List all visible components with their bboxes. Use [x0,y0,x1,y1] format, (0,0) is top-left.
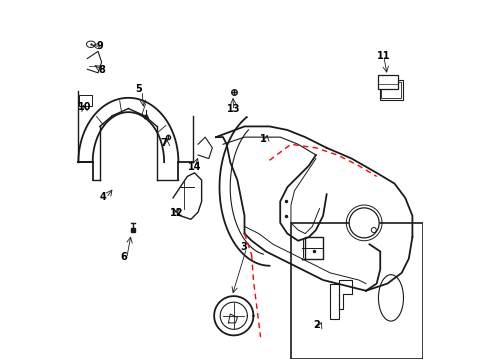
Text: 7: 7 [160,138,167,148]
Text: 13: 13 [227,104,241,114]
Text: 11: 11 [377,50,390,60]
Bar [290,223,422,359]
FancyBboxPatch shape [378,75,397,89]
Circle shape [348,208,378,238]
FancyBboxPatch shape [381,82,400,98]
Text: 9: 9 [96,41,103,50]
Ellipse shape [86,41,95,48]
Text: 5: 5 [135,85,142,94]
FancyBboxPatch shape [80,95,91,106]
Text: 3: 3 [240,242,246,252]
Text: 1: 1 [259,135,266,144]
Text: 8: 8 [98,65,105,75]
Text: 2: 2 [313,320,320,330]
Text: 10: 10 [78,102,91,112]
Bar [329,284,339,319]
Text: 12: 12 [170,208,183,219]
Ellipse shape [378,275,403,321]
Text: 4: 4 [100,192,106,202]
Text: 14: 14 [188,162,201,172]
Text: 6: 6 [120,252,127,262]
Circle shape [370,228,376,233]
FancyBboxPatch shape [380,80,403,100]
